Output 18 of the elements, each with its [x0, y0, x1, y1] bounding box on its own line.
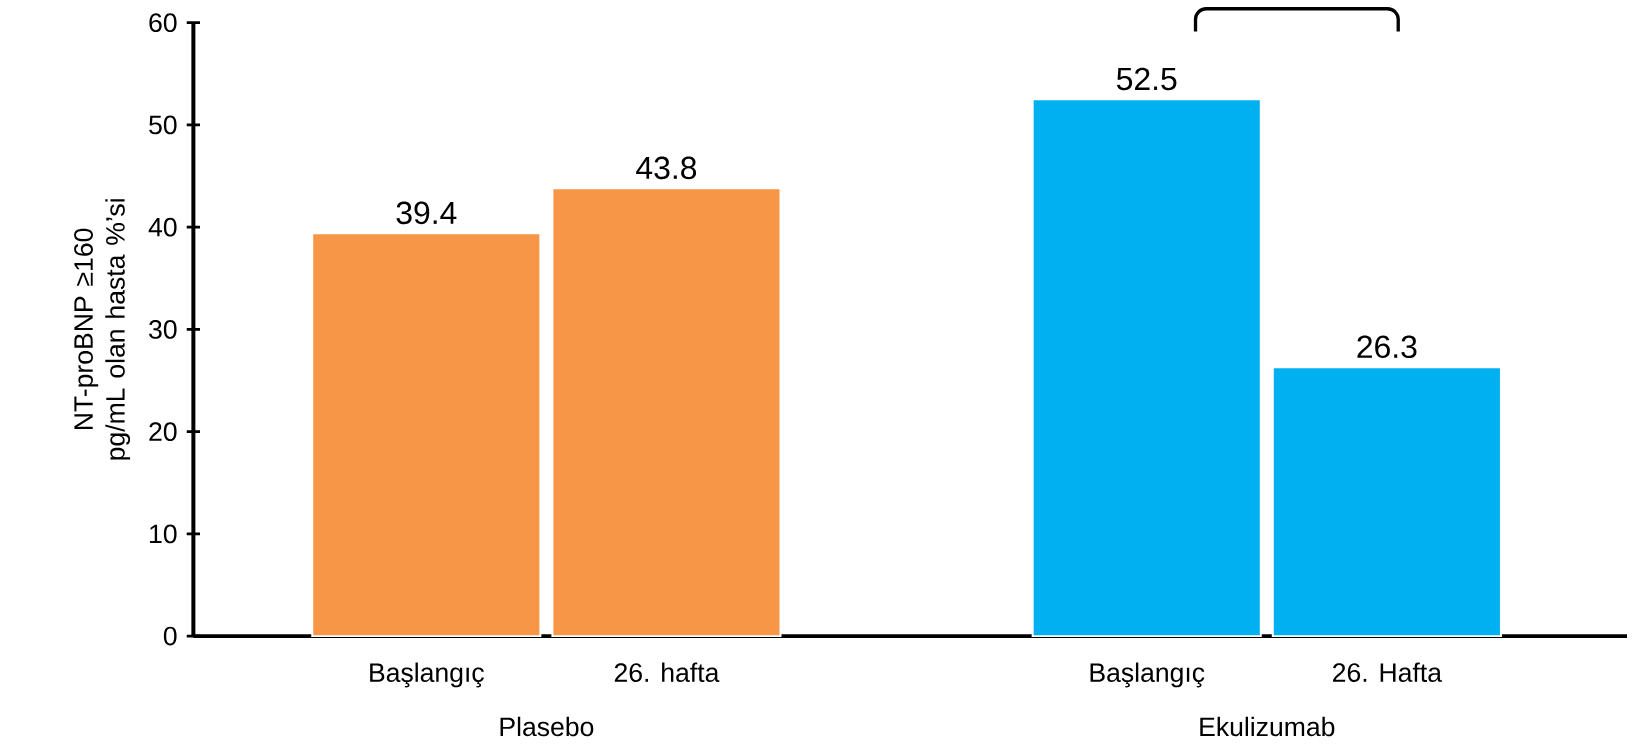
x-tick-label: Başlangıç: [370, 662, 484, 688]
y-tick-label: 10: [150, 524, 177, 544]
data-label: 39.4: [396, 201, 457, 225]
x-tick-label: 26. hafta: [614, 662, 720, 683]
y-tick-label: 0: [163, 626, 177, 646]
data-label: 43.8: [636, 156, 697, 180]
y-axis-title: NT-proBNP ≥160 pg/mL olan hasta %’si: [74, 199, 131, 460]
y-tick-label: 60: [149, 13, 177, 33]
text: Plasebo: [500, 716, 594, 737]
y-tick-label: 20: [149, 422, 177, 442]
data-label: 52.5: [1116, 67, 1177, 91]
x-tick-label: Başlangıç: [1090, 662, 1205, 688]
data-label: 26.3: [1357, 335, 1417, 359]
y-tick-label: 30: [149, 320, 177, 339]
x-tick-label: 26. Hafta: [1333, 662, 1442, 683]
y-tick-label: 50: [149, 115, 177, 135]
y-tick-label: 40: [148, 217, 177, 237]
text: Ekulizumab: [1200, 716, 1335, 737]
